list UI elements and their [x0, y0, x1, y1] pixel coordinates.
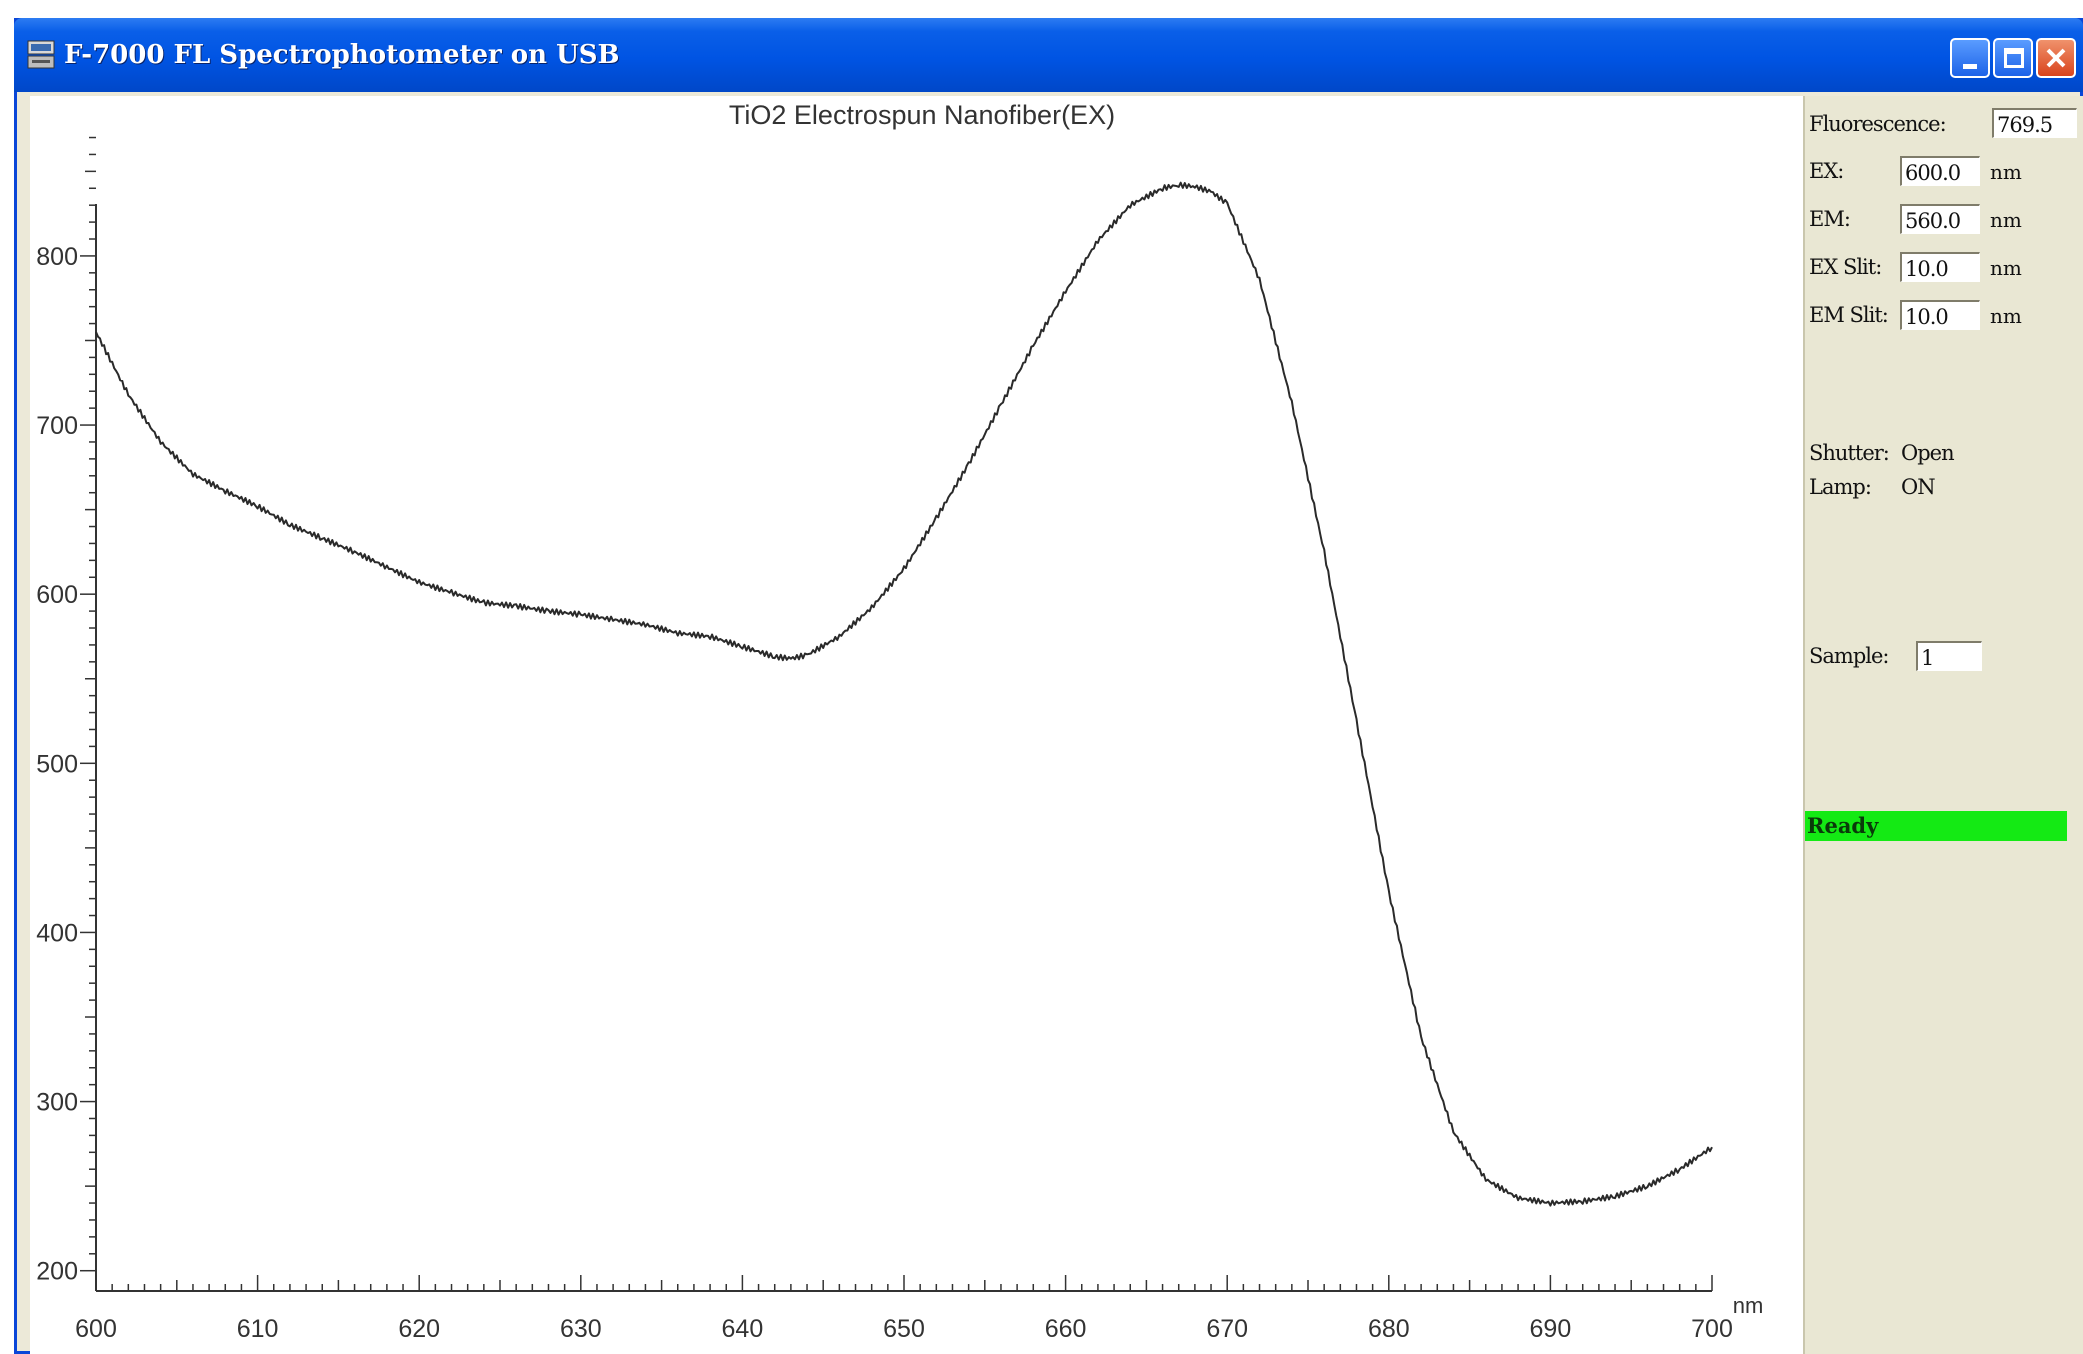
x-tick-label: 640 — [722, 1315, 764, 1343]
spectrum-chart: TiO2 Electrospun Nanofiber(EX) 600 610 620… — [30, 96, 1803, 1354]
y-tick-label: 600 — [36, 581, 78, 609]
instrument-status-panel: Fluorescence: 769.5 EX: 600.0 nm EM: 560… — [1803, 96, 2083, 1354]
ex-slit-unit: nm — [1990, 256, 2022, 280]
minimize-icon — [1963, 64, 1977, 69]
x-tick-label: 630 — [560, 1315, 602, 1343]
ex-slit-label: EX Slit: — [1809, 255, 1882, 279]
x-tick-label: 650 — [883, 1315, 925, 1343]
fluorescence-readout: 769.5 — [1992, 108, 2077, 138]
y-tick-label: 200 — [36, 1258, 78, 1286]
spectrum-line — [95, 181, 1713, 1207]
x-tick-label: 680 — [1368, 1315, 1410, 1343]
y-tick-label: 700 — [36, 412, 78, 440]
x-tick-label: 600 — [75, 1315, 117, 1343]
y-tick-label: 500 — [36, 750, 78, 778]
lamp-value: ON — [1901, 475, 1936, 499]
shutter-value: Open — [1901, 441, 1955, 465]
chart-title: TiO2 Electrospun Nanofiber(EX) — [729, 100, 1115, 130]
y-tick-label: 400 — [36, 919, 78, 947]
app-icon[interactable] — [27, 40, 55, 70]
shutter-label: Shutter: — [1809, 441, 1890, 465]
x-axis-unit-label: nm — [1733, 1293, 1764, 1318]
x-tick-label: 610 — [237, 1315, 279, 1343]
x-tick-label: 670 — [1206, 1315, 1248, 1343]
close-button[interactable] — [2036, 38, 2076, 78]
x-tick-label: 690 — [1530, 1315, 1572, 1343]
y-tick-label: 300 — [36, 1089, 78, 1117]
title-bar[interactable]: F-7000 FL Spectrophotometer on USB — [14, 18, 2083, 92]
window-title: F-7000 FL Spectrophotometer on USB — [64, 40, 620, 70]
minimize-button[interactable] — [1950, 38, 1990, 78]
ex-slit-field[interactable]: 10.0 — [1900, 252, 1980, 282]
ex-unit: nm — [1990, 160, 2022, 184]
maximize-button[interactable] — [1993, 38, 2033, 78]
ex-wavelength-field[interactable]: 600.0 — [1900, 156, 1980, 186]
x-tick-label: 700 — [1691, 1315, 1733, 1343]
em-slit-unit: nm — [1990, 304, 2022, 328]
em-slit-field[interactable]: 10.0 — [1900, 300, 1980, 330]
sample-field[interactable]: 1 — [1916, 641, 1982, 671]
status-indicator: Ready — [1805, 811, 2067, 841]
x-tick-label: 660 — [1045, 1315, 1087, 1343]
ex-label: EX: — [1809, 159, 1844, 183]
maximize-icon — [2004, 48, 2024, 68]
sample-label: Sample: — [1809, 644, 1889, 668]
em-label: EM: — [1809, 207, 1851, 231]
application-window: F-7000 FL Spectrophotometer on USB TiO2 … — [14, 18, 2083, 1354]
em-slit-label: EM Slit: — [1809, 303, 1889, 327]
y-tick-label: 800 — [36, 243, 78, 271]
x-tick-label: 620 — [398, 1315, 440, 1343]
fluorescence-label: Fluorescence: — [1809, 112, 1947, 136]
chart-svg: TiO2 Electrospun Nanofiber(EX) 600 610 620… — [36, 100, 1764, 1343]
em-unit: nm — [1990, 208, 2022, 232]
lamp-label: Lamp: — [1809, 475, 1872, 499]
em-wavelength-field[interactable]: 560.0 — [1900, 204, 1980, 234]
close-icon — [2046, 48, 2066, 68]
